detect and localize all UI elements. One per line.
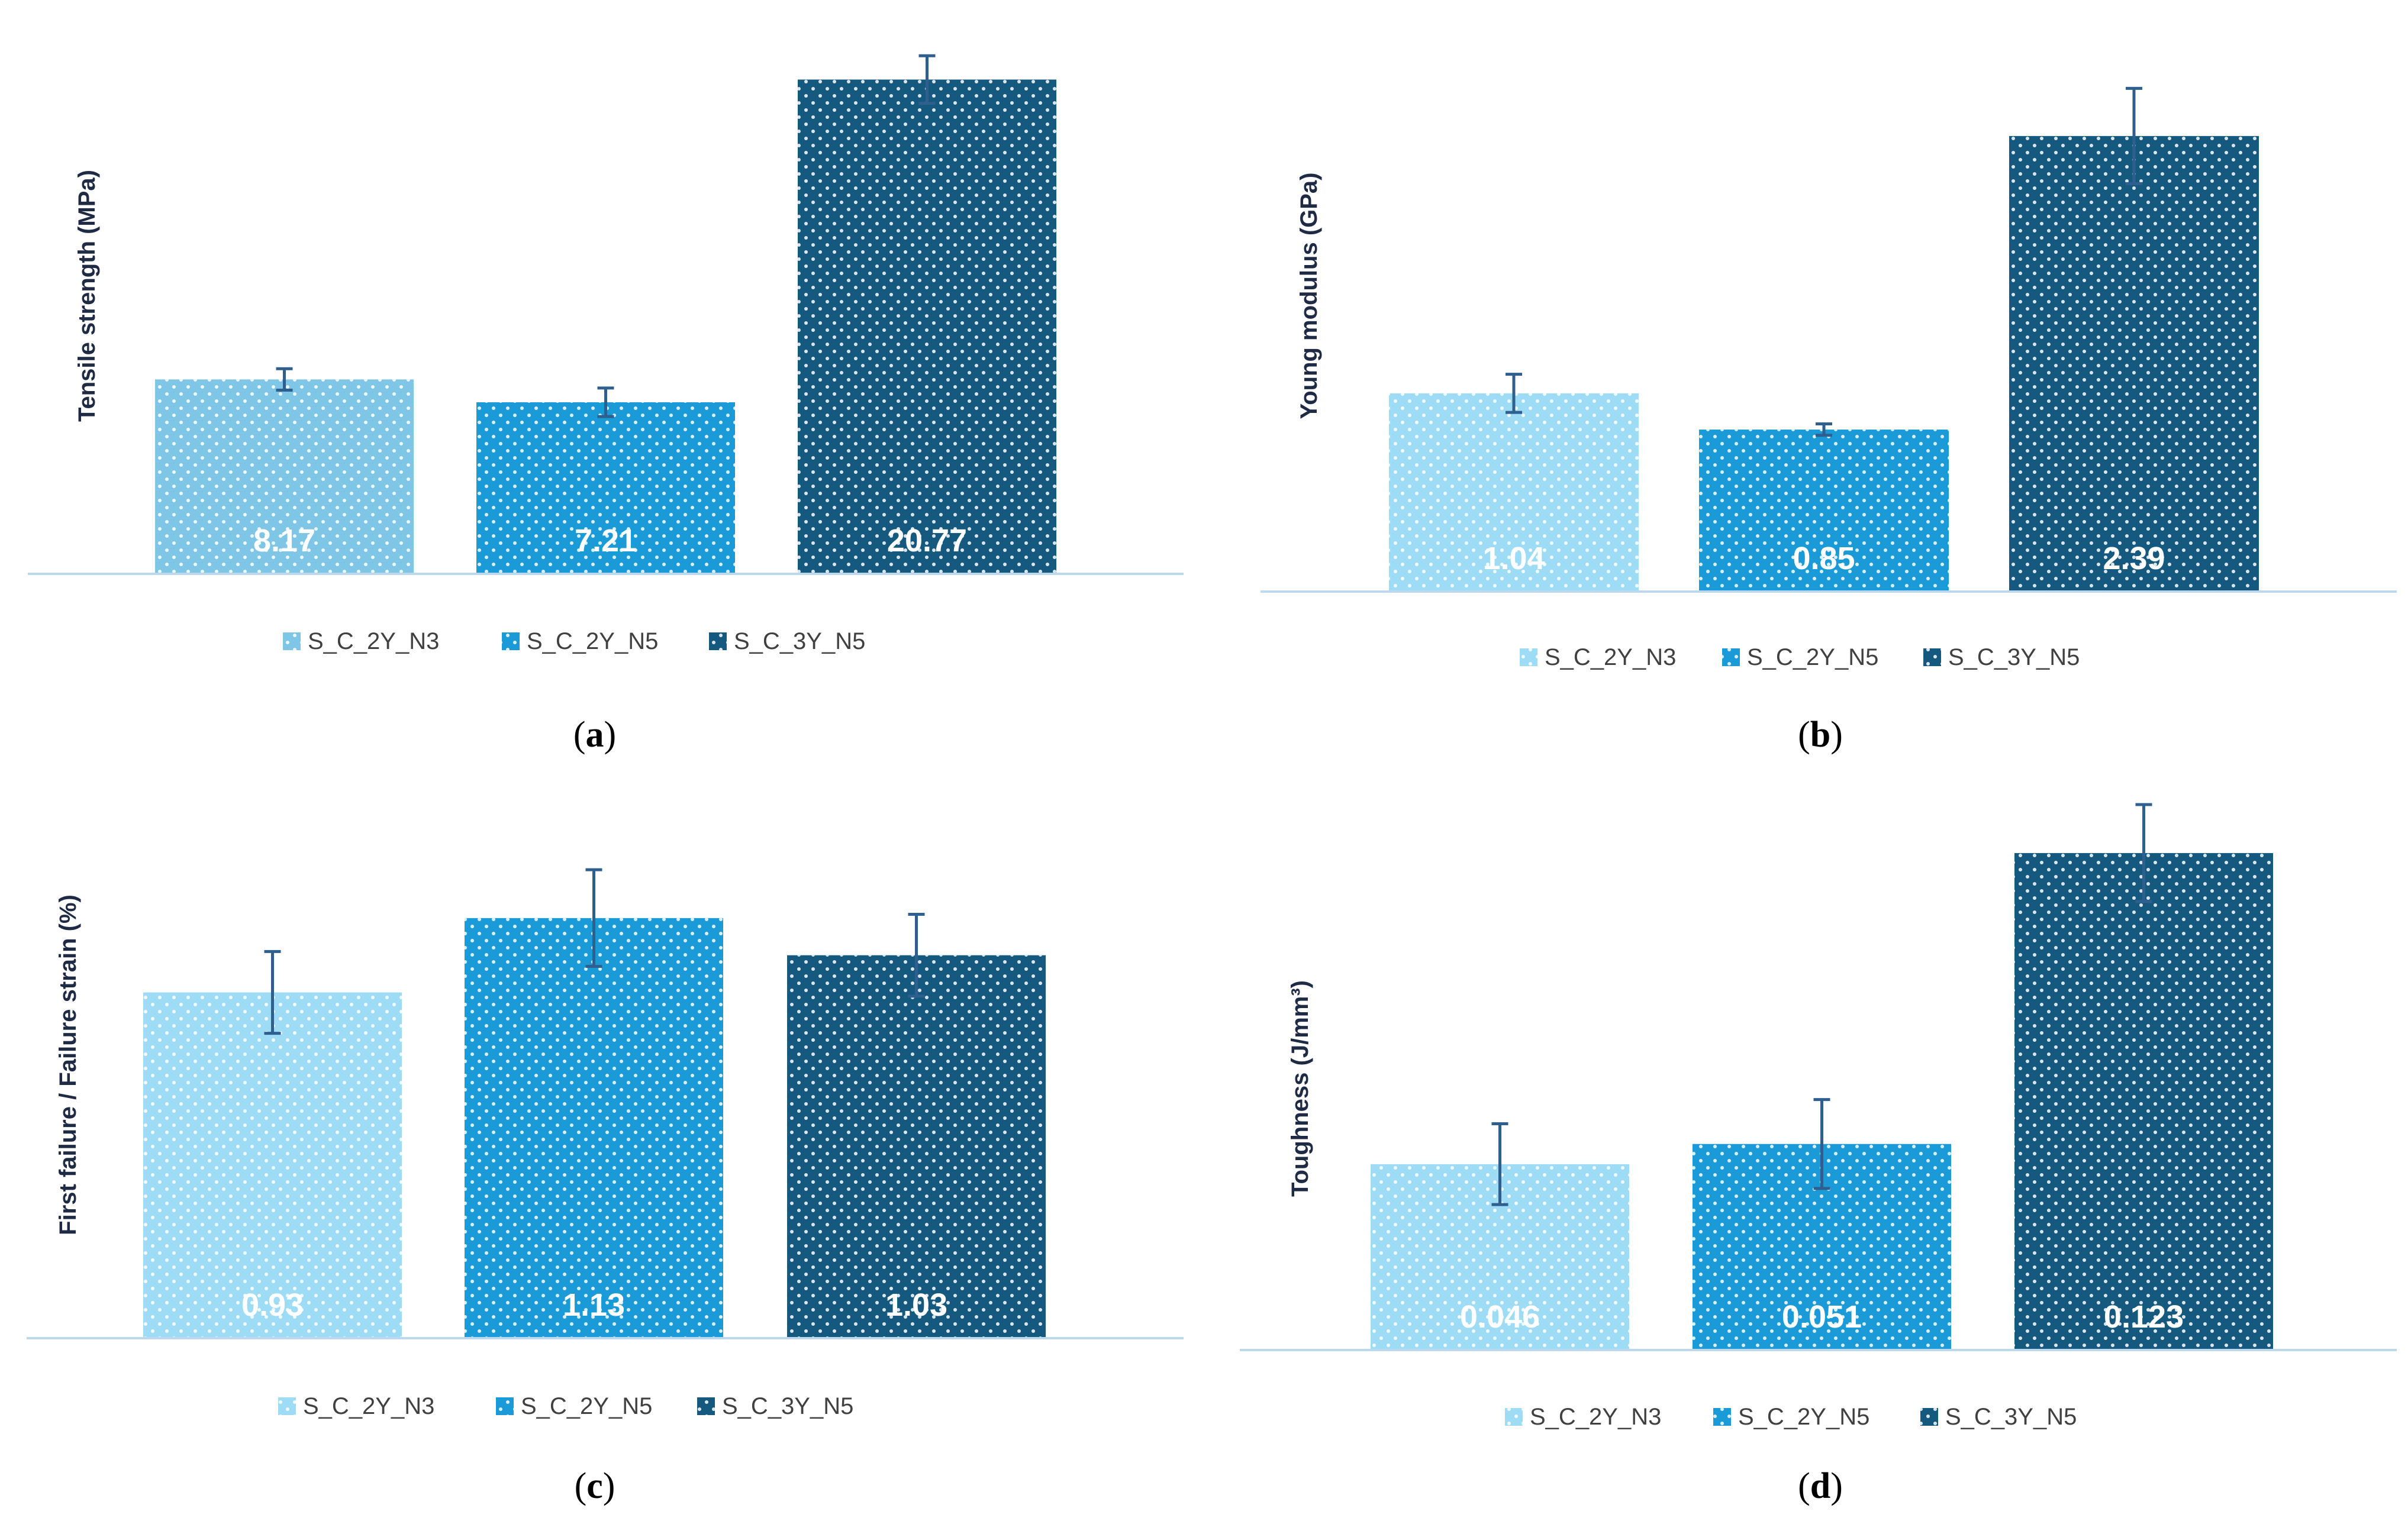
bar-texture [2009,135,2259,592]
error-bar [908,913,925,998]
legend-label: S_C_2Y_N3 [308,628,439,654]
data-label: 1.03 [885,1287,947,1323]
legend-swatch-texture [1520,648,1537,666]
caption-close-paren: ) [1830,1466,1843,1506]
legend-label: S_C_3Y_N5 [722,1393,853,1419]
error-bar [276,367,293,392]
error-bar [1506,373,1522,414]
legend: S_C_2Y_N3 S_C_2Y_N5 S_C_3Y_N5 [278,1393,853,1419]
error-bar [597,386,614,418]
y-axis-title: Young modulus (GPa) [1296,172,1322,419]
caption-letter: d [1810,1466,1830,1506]
y-axis-title: Tensile strength (MPa) [74,170,100,422]
legend-swatch-texture [1505,1408,1523,1426]
legend-label: S_C_2Y_N5 [521,1393,652,1419]
legend-swatch-texture [283,632,301,650]
legend-label: S_C_2Y_N5 [1747,644,1878,670]
bar-texture [143,992,402,1338]
caption-open-paren: ( [1798,1466,1810,1506]
error-bar [918,54,936,105]
bar-texture [787,955,1046,1338]
caption-open-paren: ( [575,1466,587,1506]
caption-close-paren: ) [1830,715,1843,755]
chart-panel-b: 1.04 0.85 2.39 Young modulus (GPa) S_C_2Y_N3… [1261,86,2397,755]
error-bar [264,950,281,1035]
panel-caption: (c) [575,1466,615,1506]
caption-close-paren: ) [604,715,617,755]
legend-label: S_C_2Y_N5 [1738,1404,1869,1430]
legend-label: S_C_2Y_N3 [1545,644,1676,670]
error-bar [2135,803,2152,903]
legend-swatch-texture [1920,1408,1938,1426]
caption-letter: b [1810,715,1830,755]
legend-label: S_C_3Y_N5 [1945,1404,2077,1430]
legend-swatch-texture [709,632,727,650]
data-label: 0.93 [241,1287,304,1323]
chart-panel-d: 0.046 0.051 0.123 Toughness (J/mm³) S_C_2Y_N… [1240,803,2397,1506]
data-label: 8.17 [253,523,315,558]
bar-texture [798,79,1056,574]
caption-close-paren: ) [603,1466,615,1506]
caption-letter: a [586,715,604,755]
data-label: 7.21 [575,523,637,558]
error-bar [1813,1098,1830,1190]
legend-swatch-texture [1722,648,1740,666]
legend-swatch-texture [496,1397,514,1415]
data-label: 1.04 [1482,541,1545,576]
bar-texture [1699,430,1949,592]
data-label: 0.123 [2104,1299,2184,1335]
legend: S_C_2Y_N3 S_C_2Y_N5 S_C_3Y_N5 [1505,1404,2077,1430]
bar-texture [155,379,414,574]
caption-letter: c [586,1466,603,1506]
y-axis-title: Toughness (J/mm³) [1287,980,1313,1197]
legend-label: S_C_3Y_N5 [734,628,865,654]
legend-swatch-texture [1923,648,1941,666]
legend-label: S_C_2Y_N3 [303,1393,434,1419]
legend: S_C_2Y_N3 S_C_2Y_N5 S_C_3Y_N5 [1520,644,2080,670]
caption-open-paren: ( [573,715,586,755]
caption-open-paren: ( [1798,715,1810,755]
panel-caption: (d) [1798,1466,1843,1506]
legend-label: S_C_2Y_N5 [527,628,658,654]
legend-swatch-texture [278,1397,296,1415]
panel-caption: (a) [573,715,616,755]
data-label: 1.13 [563,1287,625,1323]
bar-texture [465,918,723,1338]
y-axis-title: First failure / Failure strain (%) [55,894,81,1235]
error-bar [2126,86,2142,185]
chart-panel-c: 0.93 1.13 1.03 First failure / Failure stra… [27,868,1184,1506]
error-bar [1816,422,1832,437]
bar-texture [2014,852,2273,1350]
data-label: 20.77 [887,523,967,558]
bar-texture [1389,393,1639,592]
legend-label: S_C_2Y_N3 [1530,1404,1661,1430]
legend-swatch-texture [502,632,520,650]
legend-label: S_C_3Y_N5 [1948,644,2080,670]
data-label: 0.046 [1460,1299,1540,1335]
data-label: 2.39 [2103,541,2165,576]
panel-caption: (b) [1798,715,1843,755]
chart-panel-a: 8.17 7.21 20.77 Tensile strength (MPa) S_C_2… [28,54,1184,755]
data-label: 0.85 [1793,541,1855,576]
data-label: 0.051 [1782,1299,1862,1335]
error-bar [1491,1122,1508,1206]
legend-swatch-texture [697,1397,715,1415]
legend-swatch-texture [1713,1408,1731,1426]
error-bar [585,868,602,968]
legend: S_C_2Y_N3 S_C_2Y_N5 S_C_3Y_N5 [283,628,865,654]
bar-texture [476,402,735,574]
